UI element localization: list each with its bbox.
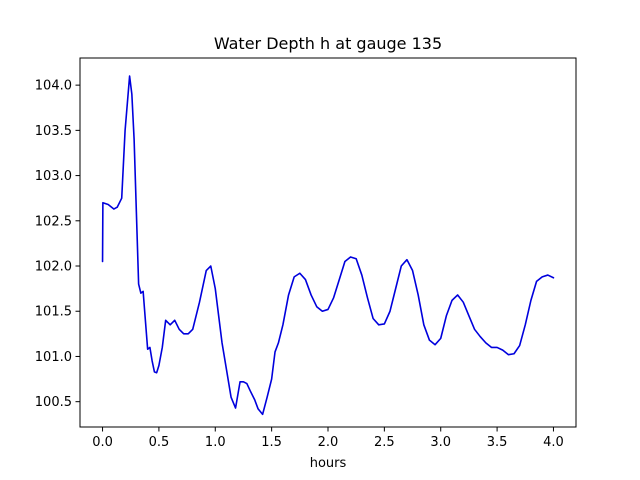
- y-tick-label: 103.0: [35, 169, 72, 184]
- y-tick-label: 102.5: [35, 214, 72, 229]
- x-tick-label: 0.5: [149, 435, 170, 450]
- y-axis: 100.5 101.0 101.5 102.0 102.5 103.0 103.5 104.0: [35, 79, 80, 410]
- x-axis: 0.0 0.5 1.0 1.5 2.0 2.5 3.0 3.5 4.0: [92, 427, 564, 450]
- x-tick-label: 3.0: [430, 435, 451, 450]
- series-layer: [101, 75, 555, 416]
- x-tick-label: 2.0: [318, 435, 339, 450]
- y-tick-label: 100.5: [35, 395, 72, 410]
- x-tick-label: 1.5: [261, 435, 282, 450]
- y-tick-label: 102.0: [35, 260, 72, 275]
- x-tick-label: 2.5: [374, 435, 395, 450]
- y-tick-label: 101.5: [35, 305, 72, 320]
- y-tick-label: 101.0: [35, 350, 72, 365]
- y-tick-label: 104.0: [35, 79, 72, 94]
- chart-title: Water Depth h at gauge 135: [214, 34, 442, 53]
- series-line: [101, 75, 555, 416]
- x-axis-label: hours: [310, 456, 347, 471]
- x-tick-label: 0.0: [92, 435, 113, 450]
- x-tick-label: 3.5: [487, 435, 508, 450]
- x-tick-label: 4.0: [543, 435, 564, 450]
- y-tick-label: 103.5: [35, 124, 72, 139]
- x-tick-label: 1.0: [205, 435, 226, 450]
